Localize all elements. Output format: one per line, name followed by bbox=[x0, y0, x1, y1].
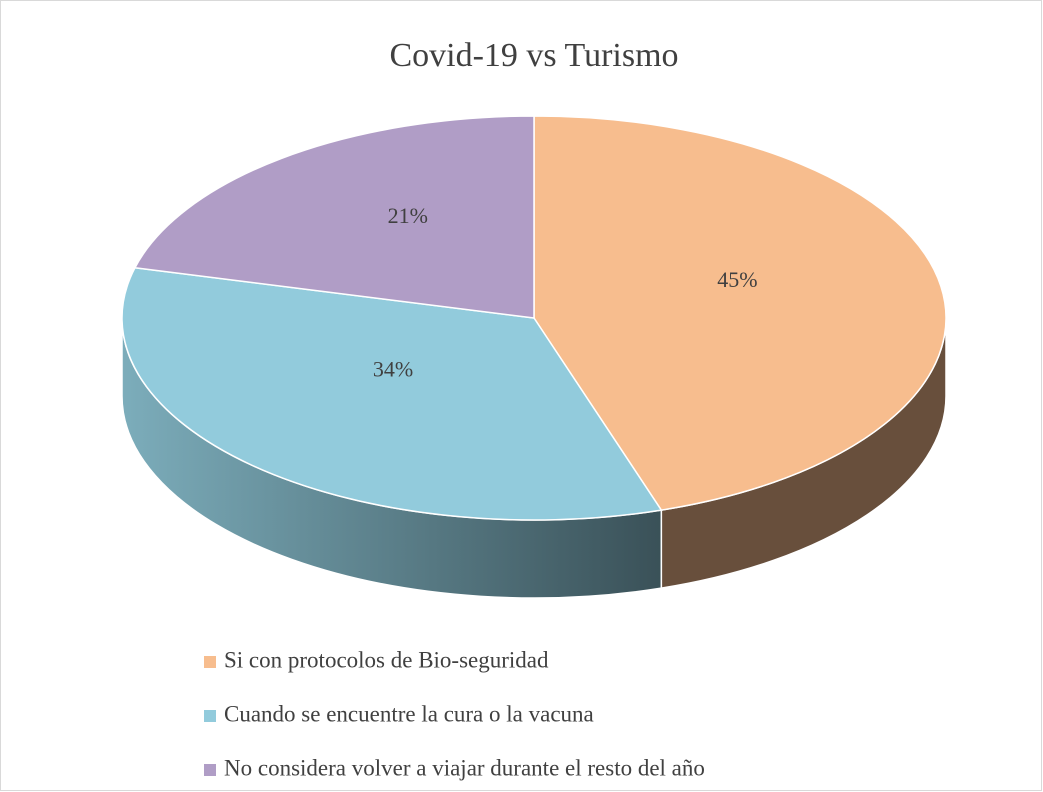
data-label: 34% bbox=[373, 357, 413, 382]
chart-title: Covid-19 vs Turismo bbox=[389, 37, 678, 74]
legend-swatch bbox=[204, 764, 216, 776]
legend-swatch bbox=[204, 656, 216, 668]
slice bbox=[533, 115, 947, 511]
slice bbox=[133, 115, 535, 319]
data-label: 45% bbox=[717, 267, 757, 292]
legend-label: Si con protocolos de Bio-seguridad bbox=[224, 647, 549, 672]
legend-label: No considera volver a viajar durante el … bbox=[224, 755, 705, 780]
legend-swatch bbox=[204, 710, 216, 722]
data-label: 21% bbox=[388, 203, 428, 228]
legend-label: Cuando se encuentre la cura o la vacuna bbox=[224, 701, 594, 726]
slice bbox=[121, 266, 663, 521]
